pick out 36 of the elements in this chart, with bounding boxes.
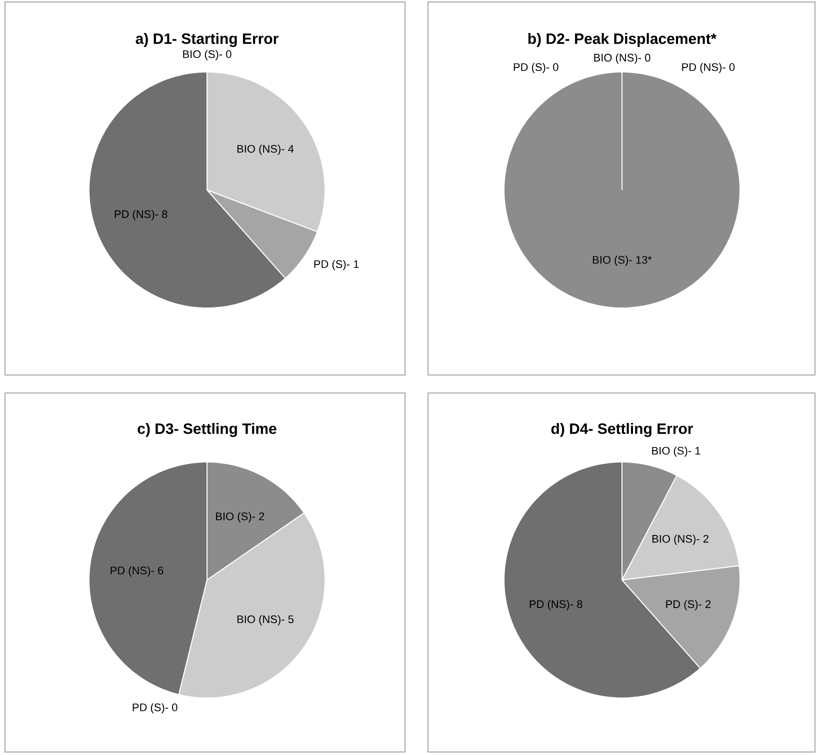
data-label: 6: [158, 566, 164, 574]
slice-label: PD (NS)-: [110, 566, 154, 577]
slice-label: BIO (S)-: [652, 446, 692, 457]
data-label: 2: [706, 600, 711, 608]
data-label: 1: [695, 446, 700, 455]
data-label: 8: [162, 210, 168, 218]
slice-label: PD (S)-: [666, 600, 702, 610]
data-label: 4: [288, 145, 294, 153]
category-label: PD (S)-: [132, 703, 168, 714]
data-label: 13*: [636, 256, 652, 264]
category-label: BIO (S)-: [183, 50, 222, 60]
chart-title: a) D1- Starting Error: [136, 32, 278, 48]
chart-title: b) D2- Peak Displacement*: [528, 33, 717, 47]
slice-label: PD (NS)-: [530, 600, 574, 610]
text: 0: [729, 63, 735, 72]
category-label: BIO (NS)-: [594, 53, 642, 64]
data-label: 5: [288, 615, 294, 624]
category-label: PD (NS)-: [682, 62, 726, 74]
data-label: 2: [703, 534, 708, 543]
slice-label: PD (S)-: [314, 260, 350, 270]
text: 0: [172, 703, 178, 712]
text: 0: [645, 54, 650, 62]
chart-title: c) D3- Settling Time: [138, 422, 276, 438]
slice-label: BIO (NS)-: [237, 144, 284, 155]
category-label: PD (S)-: [514, 62, 550, 74]
slice-label: BIO (S)-: [216, 512, 255, 522]
slice-label: BIO (NS)-: [652, 534, 700, 545]
chart-title: d) D4- Settling Error: [551, 422, 694, 438]
slice-label: PD (NS)-: [114, 210, 158, 220]
data-label: 1: [354, 260, 359, 268]
slice-label: BIO (NS)-: [237, 615, 284, 626]
text: 0: [226, 50, 232, 58]
text: 0: [553, 63, 558, 72]
data-label: 2: [259, 512, 264, 520]
data-label: 8: [577, 600, 582, 608]
slice-label: BIO (S)-: [592, 256, 632, 266]
